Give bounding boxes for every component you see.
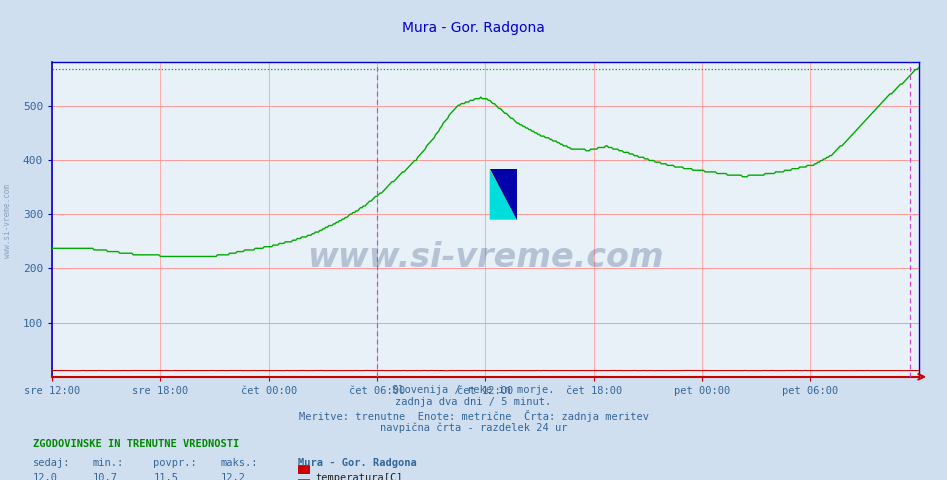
- Text: maks.:: maks.:: [221, 458, 259, 468]
- Text: Mura - Gor. Radgona: Mura - Gor. Radgona: [402, 21, 545, 35]
- Text: zadnja dva dni / 5 minut.: zadnja dva dni / 5 minut.: [396, 397, 551, 408]
- Text: min.:: min.:: [93, 458, 124, 468]
- Text: 11,5: 11,5: [153, 473, 178, 480]
- Text: www.si-vreme.com: www.si-vreme.com: [3, 184, 12, 258]
- Text: Meritve: trenutne  Enote: metrične  Črta: zadnja meritev: Meritve: trenutne Enote: metrične Črta: …: [298, 410, 649, 422]
- Text: 10,7: 10,7: [93, 473, 117, 480]
- Text: 12,2: 12,2: [221, 473, 245, 480]
- Polygon shape: [490, 169, 517, 219]
- Text: Slovenija / reke in morje.: Slovenija / reke in morje.: [392, 385, 555, 395]
- Text: Mura - Gor. Radgona: Mura - Gor. Radgona: [298, 458, 417, 468]
- Bar: [490, 169, 517, 219]
- Text: sedaj:: sedaj:: [33, 458, 71, 468]
- Text: www.si-vreme.com: www.si-vreme.com: [307, 241, 664, 274]
- Polygon shape: [490, 169, 517, 219]
- Text: ZGODOVINSKE IN TRENUTNE VREDNOSTI: ZGODOVINSKE IN TRENUTNE VREDNOSTI: [33, 439, 240, 449]
- Text: temperatura[C]: temperatura[C]: [315, 473, 402, 480]
- Text: 12,0: 12,0: [33, 473, 58, 480]
- Text: povpr.:: povpr.:: [153, 458, 197, 468]
- Text: navpična črta - razdelek 24 ur: navpična črta - razdelek 24 ur: [380, 422, 567, 433]
